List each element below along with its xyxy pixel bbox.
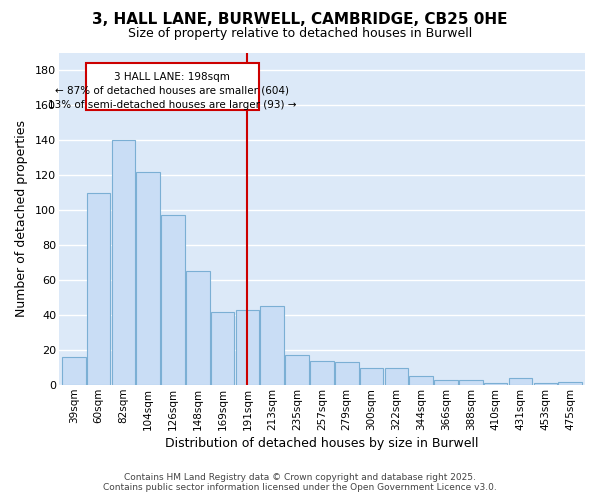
Text: 3, HALL LANE, BURWELL, CAMBRIDGE, CB25 0HE: 3, HALL LANE, BURWELL, CAMBRIDGE, CB25 0… — [92, 12, 508, 28]
Text: Contains HM Land Registry data © Crown copyright and database right 2025.
Contai: Contains HM Land Registry data © Crown c… — [103, 473, 497, 492]
Text: ← 87% of detached houses are smaller (604): ← 87% of detached houses are smaller (60… — [55, 86, 289, 96]
Bar — [459, 380, 482, 385]
Bar — [310, 360, 334, 385]
Y-axis label: Number of detached properties: Number of detached properties — [15, 120, 28, 318]
Bar — [136, 172, 160, 385]
Bar — [533, 384, 557, 385]
Bar — [161, 216, 185, 385]
Text: 3 HALL LANE: 198sqm: 3 HALL LANE: 198sqm — [115, 72, 230, 82]
Bar — [62, 357, 86, 385]
Bar — [335, 362, 359, 385]
Bar — [385, 368, 408, 385]
Bar — [360, 368, 383, 385]
Bar — [434, 380, 458, 385]
Bar — [186, 272, 209, 385]
Bar — [409, 376, 433, 385]
Bar — [236, 310, 259, 385]
FancyBboxPatch shape — [86, 63, 259, 110]
Bar — [484, 384, 508, 385]
Bar — [286, 356, 309, 385]
Bar — [559, 382, 582, 385]
Bar — [211, 312, 235, 385]
Bar — [87, 192, 110, 385]
X-axis label: Distribution of detached houses by size in Burwell: Distribution of detached houses by size … — [165, 437, 479, 450]
Bar — [260, 306, 284, 385]
Bar — [509, 378, 532, 385]
Text: Size of property relative to detached houses in Burwell: Size of property relative to detached ho… — [128, 28, 472, 40]
Bar — [112, 140, 135, 385]
Text: 13% of semi-detached houses are larger (93) →: 13% of semi-detached houses are larger (… — [48, 100, 296, 110]
